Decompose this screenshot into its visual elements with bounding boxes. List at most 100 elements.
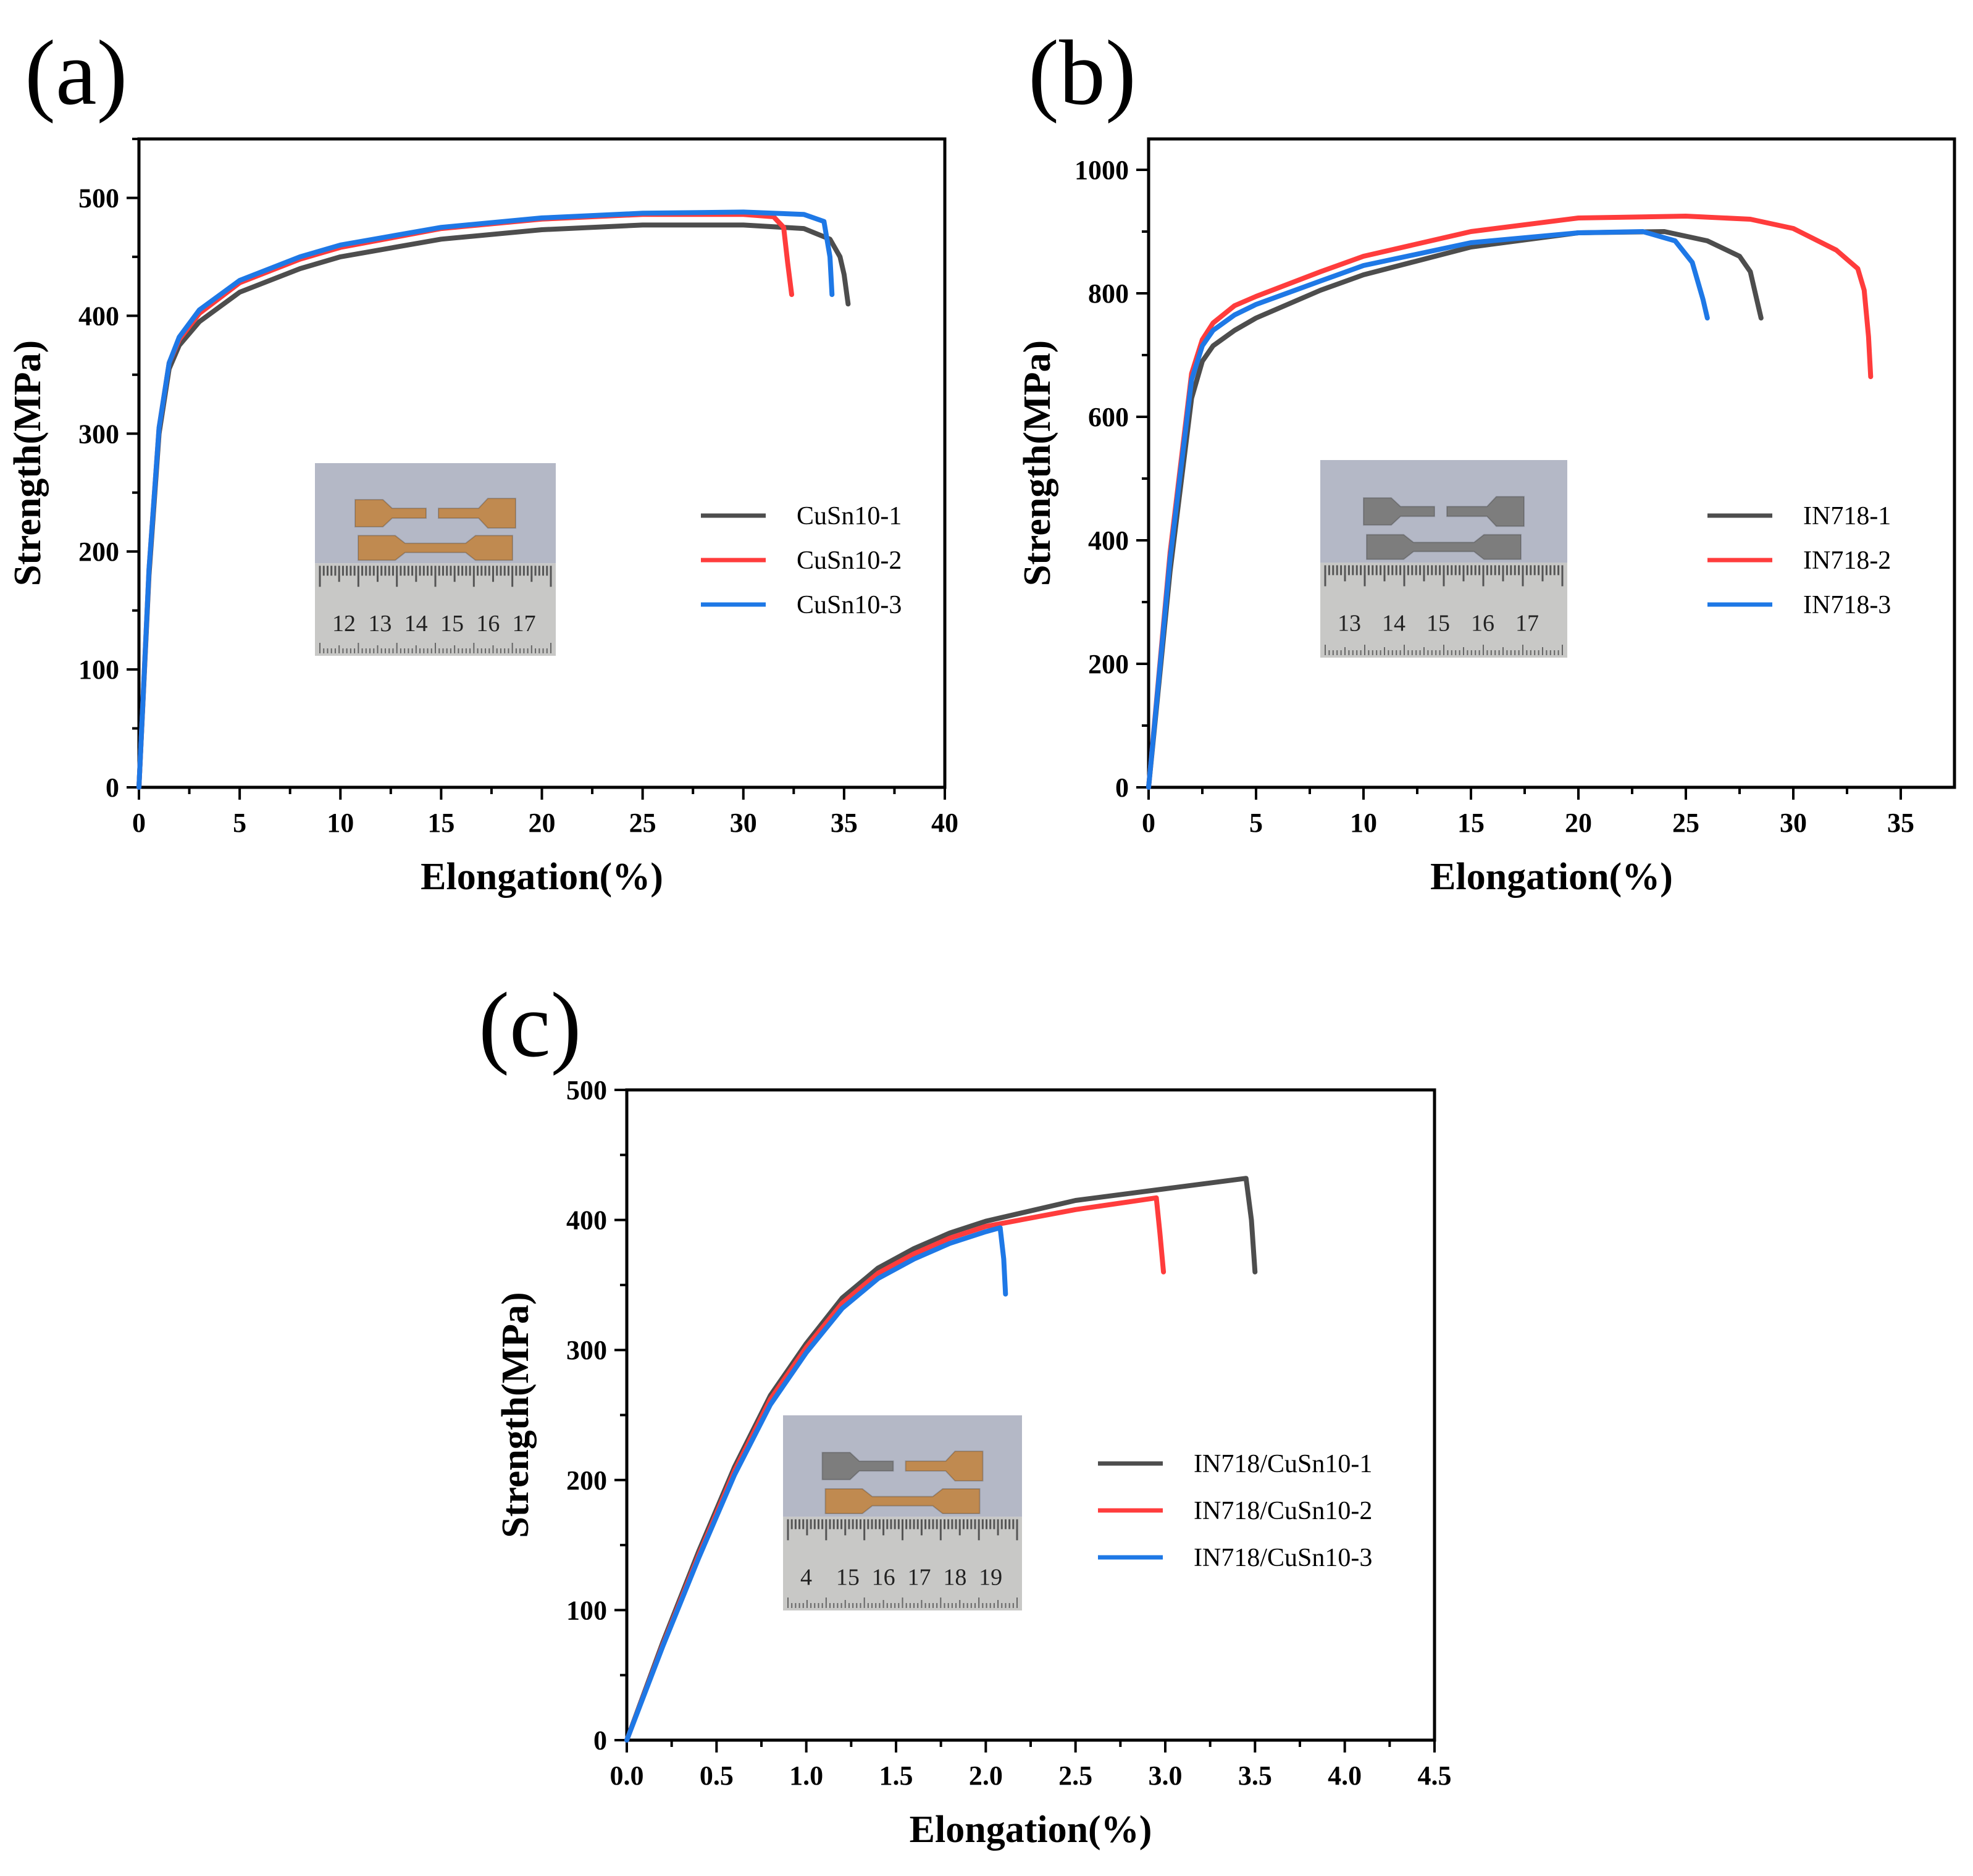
ruler-number: 4 <box>800 1564 812 1590</box>
x-tick-label: 30 <box>1780 808 1807 838</box>
x-tick-label: 10 <box>327 808 354 838</box>
y-tick-label: 400 <box>566 1205 607 1236</box>
x-tick-label: 3.5 <box>1238 1761 1272 1791</box>
x-tick-label: 1.0 <box>789 1761 823 1791</box>
x-tick-label: 2.5 <box>1058 1761 1092 1791</box>
x-tick-label: 0.5 <box>700 1761 734 1791</box>
y-tick-label: 0 <box>593 1725 607 1756</box>
ruler-number: 13 <box>368 611 392 637</box>
series-line-3 <box>1146 229 1710 790</box>
y-tick-label: 200 <box>78 537 119 567</box>
series-line-2 <box>1146 214 1874 790</box>
specimen-inset-photo: 12 13 14 15 16 17 <box>315 463 556 656</box>
x-tick-label: 4.0 <box>1328 1761 1362 1791</box>
legend-label-1: IN718/CuSn10-1 <box>1194 1450 1372 1478</box>
ruler-number: 15 <box>1426 610 1450 636</box>
panel-label: (a) <box>25 22 127 124</box>
y-tick-label: 1000 <box>1074 155 1129 185</box>
legend-label-2: IN718/CuSn10-2 <box>1194 1497 1372 1525</box>
broken-specimen-left <box>821 1452 894 1481</box>
y-tick-label: 300 <box>78 419 119 449</box>
intact-specimen <box>824 1488 981 1515</box>
legend-label-2: CuSn10-2 <box>797 546 902 575</box>
y-tick-label: 0 <box>1115 773 1129 803</box>
legend-label-3: IN718/CuSn10-3 <box>1194 1544 1372 1572</box>
x-tick-label: 40 <box>931 808 958 838</box>
x-tick-label: 15 <box>427 808 455 838</box>
x-axis-title: Elongation(%) <box>910 1809 1152 1851</box>
broken-specimen-left <box>1363 497 1435 526</box>
ruler-number: 16 <box>872 1564 895 1590</box>
x-tick-label: 25 <box>1672 808 1699 838</box>
legend-label-3: IN718-3 <box>1803 591 1891 619</box>
legend-label-2: IN718-2 <box>1803 546 1891 575</box>
y-tick-label: 600 <box>1088 402 1129 432</box>
x-tick-label: 20 <box>1565 808 1592 838</box>
y-tick-label: 800 <box>1088 278 1129 309</box>
series-line-1 <box>1146 229 1764 790</box>
legend-label-1: IN718-1 <box>1803 502 1891 530</box>
ruler-number: 14 <box>1382 610 1405 636</box>
y-tick-label: 200 <box>1088 649 1129 679</box>
y-axis-title: Strength(MPa) <box>1016 340 1058 586</box>
x-tick-label: 20 <box>529 808 556 838</box>
chart-panel-c: (c) 0.0 0.5 1.0 1.5 2.0 2.5 3.0 3.5 4.0 4.5 0 100 200… <box>479 974 1452 1851</box>
panel-label: (c) <box>479 974 581 1076</box>
intact-specimen <box>1366 534 1522 560</box>
ruler-number: 17 <box>1515 610 1539 636</box>
x-tick-label: 4.5 <box>1418 1761 1452 1791</box>
broken-specimen-right <box>438 498 516 529</box>
y-tick-label: 100 <box>566 1595 607 1625</box>
y-tick-label: 0 <box>106 773 119 803</box>
specimen-inset-photo: 13 14 15 16 17 <box>1320 460 1567 658</box>
ruler-number: 14 <box>404 611 428 637</box>
x-tick-label: 3.0 <box>1149 1761 1183 1791</box>
ruler-number: 16 <box>476 611 500 637</box>
broken-specimen-left <box>354 499 427 528</box>
y-tick-label: 500 <box>566 1075 607 1105</box>
x-tick-label: 35 <box>831 808 858 838</box>
x-tick-label: 15 <box>1457 808 1485 838</box>
x-tick-label: 0.0 <box>610 1761 644 1791</box>
x-tick-label: 2.0 <box>969 1761 1003 1791</box>
chart-panel-b: (b) 0 5 10 15 20 25 30 35 0 200 400 600 800 1000 Elonga… <box>1016 22 1956 898</box>
ruler-number: 17 <box>908 1564 931 1590</box>
ruler-number: 16 <box>1471 610 1494 636</box>
x-tick-label: 5 <box>1249 808 1263 838</box>
intact-specimen <box>358 535 513 561</box>
y-tick-label: 300 <box>566 1335 607 1365</box>
ruler-number: 13 <box>1338 610 1361 636</box>
x-tick-label: 30 <box>730 808 757 838</box>
legend-label-3: CuSn10-3 <box>797 591 902 619</box>
x-tick-label: 0 <box>1142 808 1155 838</box>
legend-label-1: CuSn10-1 <box>797 502 902 530</box>
x-tick-label: 0 <box>132 808 146 838</box>
broken-specimen-right <box>905 1451 984 1482</box>
x-tick-label: 1.5 <box>879 1761 913 1791</box>
ruler-number: 15 <box>836 1564 860 1590</box>
series-line-3 <box>136 209 835 790</box>
ruler-number: 15 <box>440 611 464 637</box>
specimen-inset-photo: 4 15 16 17 18 19 <box>783 1415 1022 1610</box>
broken-specimen-right <box>1446 496 1525 527</box>
y-tick-label: 100 <box>78 655 119 685</box>
y-tick-label: 400 <box>78 301 119 331</box>
x-tick-label: 10 <box>1350 808 1377 838</box>
plot-frame <box>625 1088 1436 1742</box>
y-tick-label: 500 <box>78 183 119 213</box>
y-axis-title: Strength(MPa) <box>495 1292 537 1538</box>
x-tick-label: 35 <box>1887 808 1914 838</box>
ruler-number: 19 <box>979 1564 1002 1590</box>
x-axis-title: Elongation(%) <box>1430 856 1673 898</box>
x-axis-title: Elongation(%) <box>421 856 663 898</box>
ruler-number: 17 <box>513 611 536 637</box>
y-tick-label: 200 <box>566 1465 607 1496</box>
y-axis-title: Strength(MPa) <box>7 340 49 586</box>
ruler-number: 18 <box>943 1564 966 1590</box>
chart-panel-a: (a)0 5 10 15 20 25 30 35 400100200300400500Elong… <box>7 22 958 898</box>
panel-label: (b) <box>1028 22 1136 124</box>
ruler-number: 12 <box>332 611 356 637</box>
series-line-3 <box>624 1225 1008 1743</box>
x-tick-label: 25 <box>629 808 656 838</box>
